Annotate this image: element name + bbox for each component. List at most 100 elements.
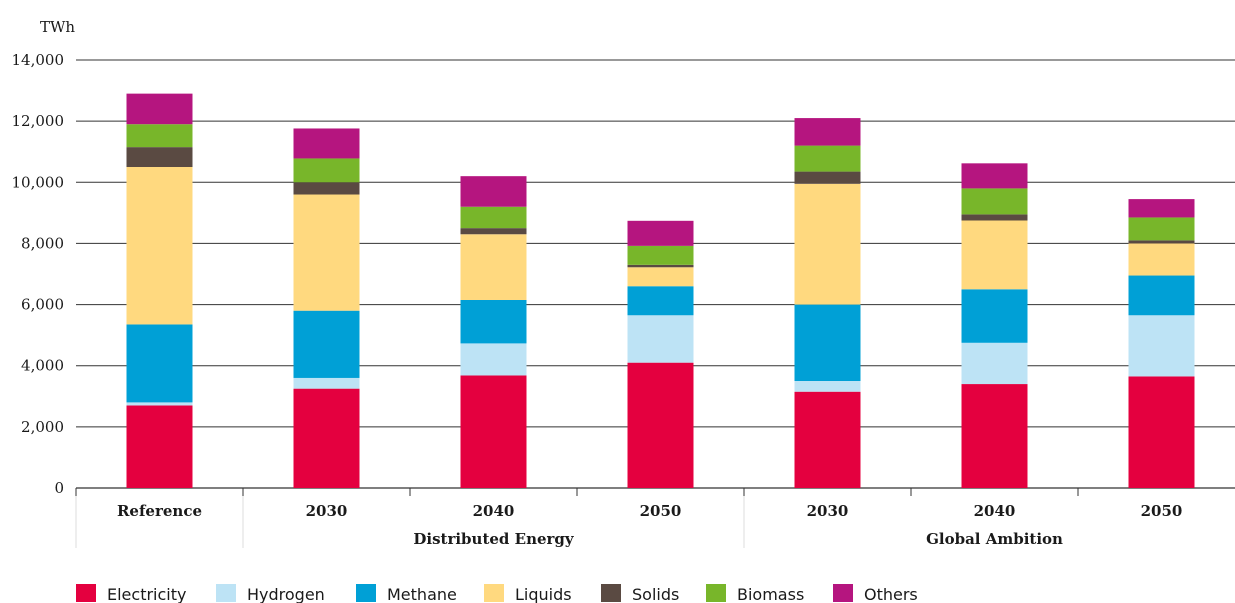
y-tick-label: 2,000: [21, 418, 64, 436]
bar-segment-liquids: [293, 194, 360, 311]
bar-segment-others: [627, 220, 694, 246]
bar-segment-electricity: [1128, 376, 1195, 488]
bar-segment-methane: [293, 310, 360, 378]
legend-swatch: [216, 584, 236, 602]
y-tick-label: 12,000: [12, 112, 65, 130]
y-tick-label: 10,000: [12, 173, 65, 191]
bar-segment-electricity: [627, 362, 694, 488]
bar-stack: [961, 163, 1028, 488]
legend-item: Others: [833, 584, 918, 603]
x-category-label: 2040: [473, 502, 515, 520]
legend-label: Electricity: [107, 585, 186, 603]
x-category-label: 2050: [640, 502, 682, 520]
bar-segment-biomass: [961, 188, 1028, 215]
bar-segment-solids: [794, 171, 861, 184]
y-tick-label: 0: [54, 479, 64, 497]
bar-segment-biomass: [126, 124, 193, 148]
bar-segment-hydrogen: [293, 377, 360, 389]
bar-segment-solids: [293, 182, 360, 195]
bar-segment-biomass: [293, 158, 360, 183]
legend-label: Methane: [387, 585, 457, 603]
legend-label: Biomass: [737, 585, 804, 603]
bar-segment-solids: [961, 214, 1028, 221]
x-category-label: 2040: [974, 502, 1016, 520]
legend-item: Solids: [601, 584, 679, 603]
bar-segment-biomass: [794, 145, 861, 172]
bar-segment-methane: [961, 289, 1028, 343]
legend-label: Others: [864, 585, 918, 603]
y-tick-label: 6,000: [21, 296, 64, 314]
bar-segment-liquids: [794, 183, 861, 305]
bar-stack: [460, 176, 527, 488]
bar-series: [126, 93, 1195, 488]
group-label: Distributed Energy: [413, 530, 575, 548]
legend-label: Hydrogen: [247, 585, 325, 603]
bar-segment-others: [460, 176, 527, 207]
legend-swatch: [706, 584, 726, 602]
bar-stack: [126, 93, 193, 488]
y-tick-label: 8,000: [21, 234, 64, 252]
bar-segment-electricity: [293, 388, 360, 488]
bar-segment-methane: [126, 324, 193, 403]
legend-swatch: [833, 584, 853, 602]
legend-item: Hydrogen: [216, 584, 325, 603]
bar-segment-biomass: [1128, 217, 1195, 241]
bar-stack: [627, 220, 694, 488]
bar-segment-others: [293, 128, 360, 159]
bar-segment-hydrogen: [961, 342, 1028, 385]
y-axis-unit-label: TWh: [40, 18, 75, 36]
legend-item: Electricity: [76, 584, 186, 603]
bar-segment-others: [961, 163, 1028, 189]
legend-item: Biomass: [706, 584, 804, 603]
x-category-label: 2050: [1141, 502, 1183, 520]
bar-segment-liquids: [126, 167, 193, 325]
x-category-label: 2030: [807, 502, 849, 520]
y-tick-label: 14,000: [12, 51, 65, 69]
bar-stack: [794, 118, 861, 488]
bar-segment-methane: [460, 299, 527, 344]
bar-segment-liquids: [460, 234, 527, 300]
x-category-label: 2030: [306, 502, 348, 520]
bar-segment-liquids: [1128, 243, 1195, 276]
legend-swatch: [601, 584, 621, 602]
bar-stack: [293, 128, 360, 488]
bar-segment-electricity: [460, 375, 527, 488]
bar-segment-electricity: [961, 384, 1028, 488]
bar-segment-methane: [1128, 275, 1195, 316]
legend-item: Liquids: [484, 584, 572, 603]
group-label: Global Ambition: [926, 530, 1063, 548]
bar-segment-methane: [794, 304, 861, 381]
bar-segment-solids: [460, 228, 527, 235]
bar-segment-solids: [1128, 240, 1195, 244]
bar-segment-electricity: [126, 405, 193, 488]
legend-item: Methane: [356, 584, 457, 603]
legend: Electricity Hydrogen Methane Liquids Solids B…: [76, 584, 918, 603]
bar-segment-solids: [126, 147, 193, 167]
legend-label: Solids: [632, 585, 679, 603]
bar-segment-electricity: [794, 391, 861, 488]
bar-segment-liquids: [627, 267, 694, 287]
bar-segment-methane: [627, 286, 694, 316]
bar-segment-hydrogen: [460, 343, 527, 376]
bar-segment-hydrogen: [794, 381, 861, 392]
y-axis-tick-labels: 0 2,000 4,000 6,000 8,000 10,000 12,000 14,000: [12, 51, 65, 497]
y-tick-label: 4,000: [21, 357, 64, 375]
bar-segment-hydrogen: [1128, 315, 1195, 377]
bar-segment-biomass: [627, 245, 694, 265]
x-axis: Reference 2030 2040 2050 2030 2040 2050 Distrib…: [75, 488, 1183, 548]
legend-label: Liquids: [515, 585, 572, 603]
x-category-label: Reference: [117, 502, 202, 520]
bar-segment-others: [794, 118, 861, 146]
legend-swatch: [76, 584, 96, 602]
bar-segment-liquids: [961, 220, 1028, 290]
bar-segment-hydrogen: [627, 315, 694, 363]
bar-stack: [1128, 199, 1195, 488]
legend-swatch: [356, 584, 376, 602]
bar-segment-others: [1128, 199, 1195, 218]
bar-segment-others: [126, 93, 193, 125]
bar-segment-biomass: [460, 206, 527, 229]
legend-swatch: [484, 584, 504, 602]
bar-segment-hydrogen: [126, 402, 193, 406]
bar-segment-solids: [627, 264, 694, 268]
